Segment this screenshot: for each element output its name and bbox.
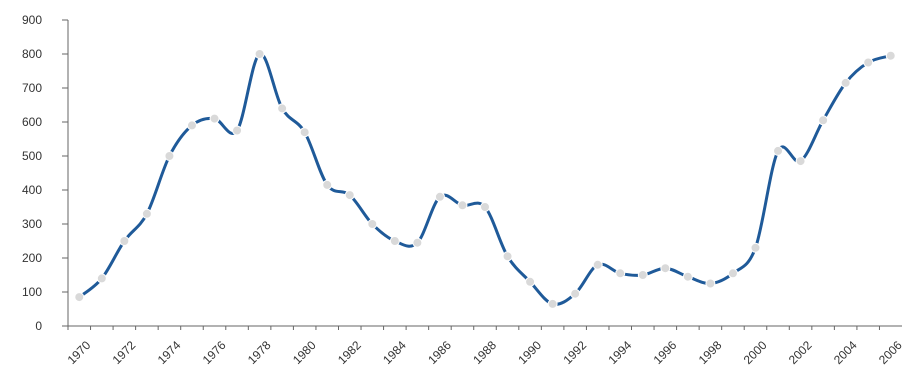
data-point [660,263,671,274]
data-point [547,298,558,309]
x-tick-label: 1982 [335,338,364,367]
y-tick-label: 300 [22,217,42,231]
x-axis-ticks: 1970 1972 1974 1976 1978 1980 1982 1984 1986 1988… [65,326,905,367]
y-tick-label: 700 [22,81,42,95]
y-tick-label: 100 [22,285,42,299]
x-tick-label: 1990 [515,338,544,367]
data-point [502,251,513,262]
data-point [119,236,130,246]
data-point [885,50,896,61]
x-tick-label: 2002 [786,338,815,367]
data-point [818,115,829,126]
data-point [96,273,107,284]
x-tick-label: 1998 [696,338,725,367]
markers-group [74,49,896,309]
x-tick-label: 1984 [380,338,409,367]
data-point [592,259,603,270]
data-point [232,125,243,136]
x-tick-label: 1980 [290,338,319,367]
data-point [637,270,648,280]
x-tick-label: 1976 [200,338,229,367]
data-point [525,276,536,287]
data-point [434,191,445,202]
y-tick-label: 500 [22,149,42,163]
chart-axes [67,20,902,327]
x-tick-label: 2000 [741,338,770,367]
data-point [186,120,197,131]
data-point [840,77,851,88]
x-tick-label: 1974 [155,338,184,367]
data-point [74,292,85,303]
data-point [412,237,423,248]
data-point [277,103,288,114]
data-point [727,268,738,279]
y-tick-label: 800 [22,47,42,61]
x-tick-label: 1978 [245,338,274,367]
data-point [863,57,874,68]
x-tick-label: 1986 [425,338,454,367]
x-tick-label: 1992 [560,338,589,367]
data-point [773,145,784,156]
data-point [682,271,693,282]
x-tick-label: 2006 [876,338,905,367]
data-point [705,278,716,289]
x-tick-label: 2004 [831,338,860,367]
x-tick-label: 1988 [470,338,499,367]
data-point [389,236,400,246]
y-tick-label: 200 [22,251,42,265]
data-point [209,113,220,124]
data-point [750,242,761,253]
data-point [457,200,468,211]
data-point [480,202,490,212]
data-point [367,219,378,229]
data-point [254,49,265,59]
x-tick-label: 1972 [110,338,139,367]
series-group [78,52,892,306]
x-tick-label: 1970 [65,338,94,367]
data-point [795,156,806,167]
data-point [344,190,355,201]
y-tick-label: 600 [22,115,42,129]
x-tick-label: 1996 [651,338,680,367]
data-point [322,179,333,190]
data-point [299,127,310,138]
x-tick-label: 1994 [606,338,635,367]
y-tick-label: 0 [35,319,42,333]
y-axis-ticks: 0 100 200 300 400 500 600 700 800 900 [22,13,68,333]
data-point [164,151,175,161]
data-point [141,208,152,219]
series-line [78,52,892,306]
data-point [615,268,626,279]
y-tick-label: 900 [22,13,42,27]
y-tick-label: 400 [22,183,42,197]
data-point [570,288,581,299]
